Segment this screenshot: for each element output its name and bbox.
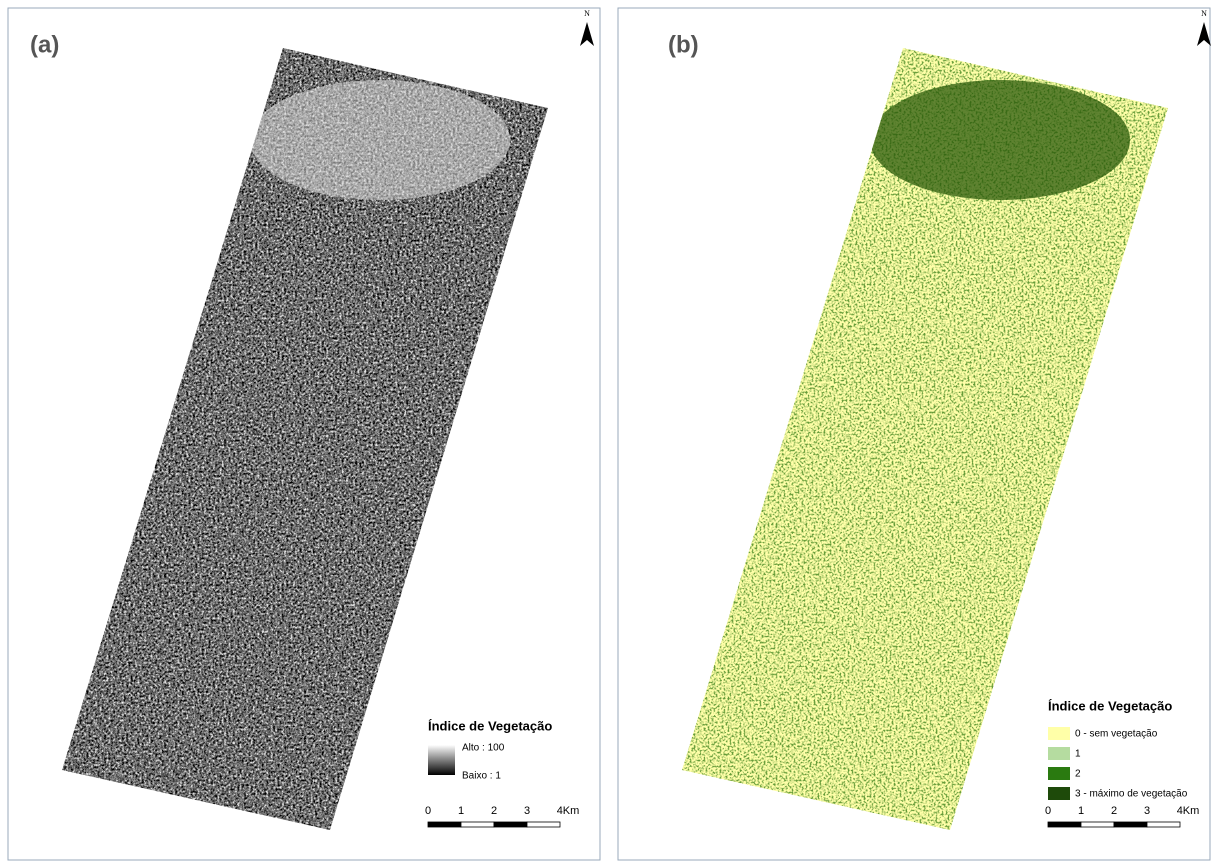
scale-segment	[428, 822, 461, 827]
scale-label: 1	[458, 805, 464, 817]
panel-label: (b)	[668, 31, 699, 58]
raster-b	[680, 45, 1170, 835]
legend-ramp	[428, 745, 455, 775]
north-label: N	[584, 9, 590, 18]
scale-label: 3	[1144, 805, 1150, 817]
legend-swatch	[1048, 787, 1070, 800]
legend-item: Alto : 100	[462, 743, 505, 754]
legend-swatch	[1048, 767, 1070, 780]
north-arrow	[1197, 22, 1211, 46]
scale-segment	[1147, 822, 1180, 827]
legend-item: 2	[1075, 769, 1081, 780]
scale-label: 4Km	[1177, 805, 1200, 817]
legend-title: Índice de Vegetação	[428, 718, 552, 733]
legend-item: Baixo : 1	[462, 771, 501, 782]
scale-segment	[1114, 822, 1147, 827]
scale-segment	[494, 822, 527, 827]
scale-label: 2	[491, 805, 497, 817]
legend-swatch	[1048, 727, 1070, 740]
figure: (a) N Índice de Vegetação Alto : 100 Baixo :…	[0, 0, 1214, 866]
north-label: N	[1201, 9, 1207, 18]
raster-a	[60, 45, 550, 835]
scale-label: 3	[524, 805, 530, 817]
scale-segment	[1081, 822, 1114, 827]
legend-item: 3 - máximo de vegetação	[1075, 789, 1188, 800]
scale-label: 0	[425, 805, 431, 817]
legend-swatch	[1048, 747, 1070, 760]
scale-label: 2	[1111, 805, 1117, 817]
north-arrow	[580, 22, 594, 46]
legend-item: 0 - sem vegetação	[1075, 729, 1158, 740]
scale-segment	[527, 822, 560, 827]
scale-label: 4Km	[557, 805, 580, 817]
scale-segment	[461, 822, 494, 827]
scale-segment	[1048, 822, 1081, 827]
scale-label: 0	[1045, 805, 1051, 817]
scale-label: 1	[1078, 805, 1084, 817]
legend-item: 1	[1075, 749, 1081, 760]
panel-label: (a)	[30, 31, 59, 58]
legend-title: Índice de Vegetação	[1048, 698, 1172, 713]
